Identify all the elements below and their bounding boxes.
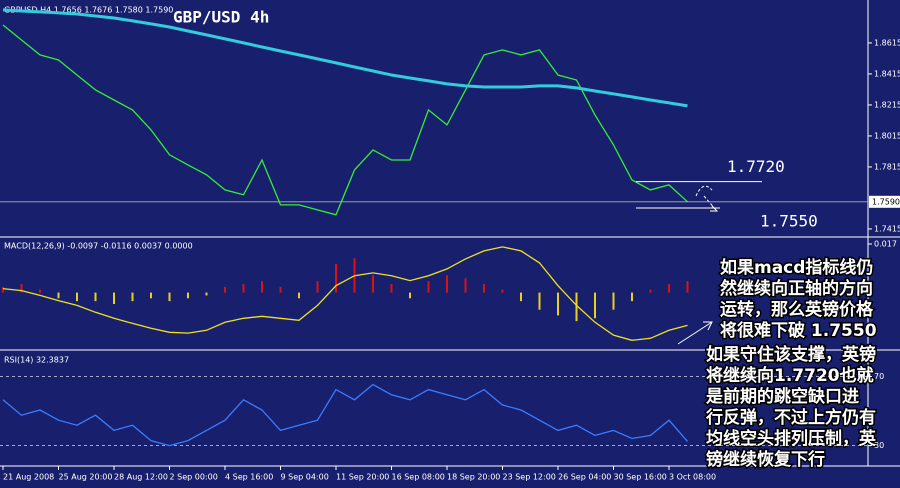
y-tick-label: 30 <box>874 441 884 450</box>
note-text: 均线空头排列压制，英 <box>706 428 877 449</box>
histogram-bar <box>446 275 448 293</box>
histogram-bar <box>649 289 652 293</box>
histogram-bar <box>335 264 337 293</box>
macd-title: MACD(12,26,9) -0.0097 -0.0116 0.0037 0.0… <box>4 242 193 251</box>
histogram-bar <box>409 292 411 299</box>
histogram-bar <box>168 292 171 302</box>
histogram-bar <box>575 292 578 322</box>
histogram-bar <box>668 284 670 293</box>
histogram-bar <box>594 292 596 319</box>
y-tick-label: 1.7815 <box>874 162 900 171</box>
histogram-bar <box>464 278 467 293</box>
histogram-bar <box>631 292 633 302</box>
x-tick-label: 26 Sep 04:00 <box>558 473 611 482</box>
note-text: 镑继续恢复下行 <box>706 449 825 470</box>
note-text: 将很难下破 1.7550 <box>720 320 877 341</box>
histogram-bar <box>39 289 41 293</box>
histogram-bar <box>483 284 485 293</box>
y-tick-label: 1.8615 <box>874 38 900 47</box>
histogram-bar <box>372 275 374 293</box>
note-text: 运转，那么英镑价格 <box>720 299 874 320</box>
histogram-bar <box>187 292 189 299</box>
y-tick-label: 70 <box>874 372 884 381</box>
x-tick-label: 11 Sep 20:00 <box>336 473 389 482</box>
histogram-bar <box>612 292 615 310</box>
x-tick-label: 9 Sep 04:00 <box>281 473 329 482</box>
x-tick-label: 30 Sep 16:00 <box>614 473 667 482</box>
series-line <box>2 246 688 341</box>
histogram-bar <box>390 284 393 293</box>
y-tick-label: 1.7415 <box>874 224 900 233</box>
histogram-bar <box>242 284 245 293</box>
x-tick-label: 18 Sep 20:00 <box>447 473 500 482</box>
note-text: 将继续向1.7720也就 <box>706 365 874 386</box>
histogram-bar <box>501 289 504 293</box>
histogram-bar <box>205 292 208 296</box>
histogram-bar <box>538 292 541 310</box>
x-tick-label: 3 Oct 08:00 <box>669 473 716 482</box>
note-text: 行反弹，不过上方仍有 <box>705 407 876 428</box>
histogram-bar <box>224 286 226 293</box>
y-tick-label: 0.017 <box>874 240 897 249</box>
histogram-bar <box>557 292 559 316</box>
series-line <box>2 24 688 216</box>
histogram-bar <box>298 292 300 299</box>
histogram-bar <box>279 286 282 293</box>
chart-title: GBP/USD 4h <box>173 8 269 27</box>
histogram-bar <box>316 281 319 293</box>
histogram-bar <box>76 292 78 302</box>
x-tick-label: 25 Aug 20:00 <box>59 473 113 482</box>
histogram-bar <box>261 281 263 293</box>
series-line <box>2 8 688 108</box>
histogram-bar <box>57 292 60 299</box>
x-tick-label: 16 Sep 08:00 <box>392 473 445 482</box>
note-text: 如果守住该支撑，英镑 <box>706 344 876 365</box>
y-tick-label: 1.8015 <box>874 131 900 140</box>
histogram-bar <box>113 292 115 304</box>
note-text: 如果macd指标线仍 <box>720 257 873 278</box>
current-price-label: 1.7590 <box>872 197 900 206</box>
histogram-bar <box>94 292 97 302</box>
rsi-title: RSI(14) 32.3837 <box>4 356 69 365</box>
histogram-bar <box>427 281 430 293</box>
x-tick-label: 21 Aug 2008 <box>3 473 54 482</box>
series-line <box>2 383 688 447</box>
note-text: 是前期的跳空缺口进 <box>706 386 859 407</box>
x-tick-label: 4 Sep 16:00 <box>225 473 273 482</box>
y-tick-label: 1.8215 <box>874 100 900 109</box>
level-annotation-label: 1.7720 <box>727 157 785 176</box>
x-tick-label: 28 Aug 12:00 <box>114 473 168 482</box>
histogram-bar <box>20 284 23 293</box>
y-tick-label: 1.8415 <box>874 69 900 78</box>
symbol-info: GBPUSD,H4 1.7656 1.7676 1.7580 1.7590 <box>4 6 173 15</box>
histogram-bar <box>686 281 689 293</box>
level-annotation-label: 1.7550 <box>760 212 818 231</box>
histogram-bar <box>131 292 134 302</box>
x-tick-label: 23 Sep 12:00 <box>503 473 556 482</box>
x-tick-label: 2 Sep 00:00 <box>170 473 218 482</box>
histogram-bar <box>520 292 522 302</box>
histogram-bar <box>2 286 4 293</box>
current-price-box <box>869 195 900 208</box>
note-text: 然继续向正轴的方向 <box>720 278 873 299</box>
histogram-bar <box>150 292 152 299</box>
